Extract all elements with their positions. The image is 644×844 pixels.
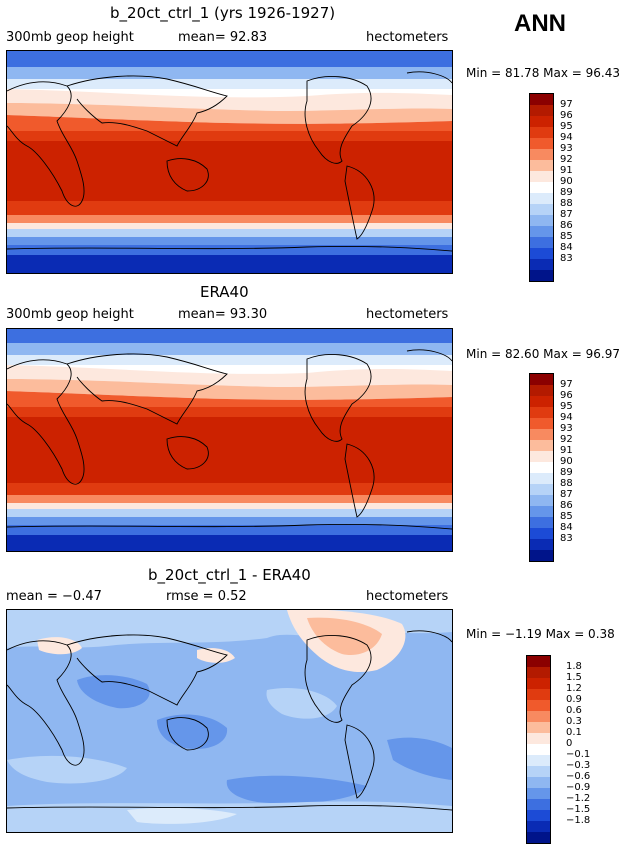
panel2-colorbar-label: 94 [560, 412, 573, 423]
panel1-variable-label: 300mb geop height [6, 30, 134, 45]
panel1-title: b_20ct_ctrl_1 (yrs 1926-1927) [110, 4, 336, 22]
panel3-colorbar-label: 0 [566, 738, 573, 749]
panel3-colorbar-label: −1.2 [566, 793, 591, 804]
panel3-title: b_20ct_ctrl_1 - ERA40 [148, 566, 311, 584]
panel2-title: ERA40 [200, 283, 249, 301]
panel1-colorbar-label: 92 [560, 154, 573, 165]
panel2-minmax: Min = 82.60 Max = 96.97 [466, 347, 620, 361]
panel3-colorbar-label: −0.9 [566, 782, 591, 793]
panel3-colorbar-label: 0.9 [566, 694, 582, 705]
panel2-map [6, 328, 453, 552]
panel2-mean-label: mean= 93.30 [178, 307, 268, 322]
panel3-minmax: Min = −1.19 Max = 0.38 [466, 627, 615, 641]
panel1-colorbar-label: 87 [560, 209, 573, 220]
panel3-colorbar-label: −0.1 [566, 749, 591, 760]
panel1-map-svg [7, 51, 452, 273]
panel1-colorbar-label: 84 [560, 242, 573, 253]
panel2-colorbar-label: 87 [560, 489, 573, 500]
panel1-colorbar-label: 85 [560, 231, 573, 242]
panel3-colorbar-label: 1.2 [566, 683, 582, 694]
panel1-colorbar-label: 83 [560, 253, 573, 264]
panel2-coastlines [7, 349, 452, 530]
panel3-colorbar-label: 0.3 [566, 716, 582, 727]
panel2-colorbar-label: 88 [560, 478, 573, 489]
panel3-colorbar-label: −0.6 [566, 771, 591, 782]
panel2-colorbar-label: 95 [560, 401, 573, 412]
panel3-colorbar-label: −0.3 [566, 760, 591, 771]
panel1-units-label: hectometers [366, 30, 449, 45]
panel2-variable-label: 300mb geop height [6, 307, 134, 322]
panel3-map [6, 609, 453, 833]
panel1-mean-label: mean= 92.83 [178, 30, 268, 45]
panel1-coastlines [7, 71, 452, 252]
panel1-minmax: Min = 81.78 Max = 96.43 [466, 66, 620, 80]
panel3-colorbar-label: 1.8 [566, 661, 582, 672]
panel1-colorbar-label: 91 [560, 165, 573, 176]
panel2-colorbar-label: 83 [560, 533, 573, 544]
panel2-map-svg [7, 329, 452, 551]
panel1-colorbar-label: 97 [560, 99, 573, 110]
panel3-colorbar-label: −1.8 [566, 815, 591, 826]
panel1-colorbar-label: 86 [560, 220, 573, 231]
panel3-rmse-label: rmse = 0.52 [166, 589, 247, 604]
panel1-colorbar-label: 89 [560, 187, 573, 198]
panel1-map [6, 50, 453, 274]
panel1-colorbar-label: 94 [560, 132, 573, 143]
panel3-colorbar-label: 1.5 [566, 672, 582, 683]
panel3-colorbar-label: −1.5 [566, 804, 591, 815]
panel2-colorbar-label: 89 [560, 467, 573, 478]
panel3-coastlines [7, 630, 452, 811]
panel3-mean-label: mean = −0.47 [6, 589, 102, 604]
panel1-colorbar-label: 88 [560, 198, 573, 209]
panel1-colorbar-label: 93 [560, 143, 573, 154]
panel1-colorbar-label: 95 [560, 121, 573, 132]
panel3-colorbar-label: 0.6 [566, 705, 582, 716]
panel2-colorbar-label: 92 [560, 434, 573, 445]
panel1-colorbar-label: 96 [560, 110, 573, 121]
panel2-colorbar-label: 96 [560, 390, 573, 401]
panel2-colorbar-label: 91 [560, 445, 573, 456]
panel3-units-label: hectometers [366, 589, 449, 604]
panel3-colorbar-label: 0.1 [566, 727, 582, 738]
panel2-colorbar-label: 86 [560, 500, 573, 511]
panel1-colorbar-label: 90 [560, 176, 573, 187]
panel2-colorbar-label: 93 [560, 423, 573, 434]
panel2-colorbar-label: 90 [560, 456, 573, 467]
panel3-map-svg [7, 610, 452, 832]
panel2-colorbar-label: 84 [560, 522, 573, 533]
panel2-colorbar-label: 85 [560, 511, 573, 522]
season-label: ANN [514, 10, 566, 37]
panel2-units-label: hectometers [366, 307, 449, 322]
panel3-colorbar [526, 655, 551, 844]
panel1-colorbar [529, 93, 554, 282]
panel2-colorbar [529, 373, 554, 562]
panel2-colorbar-label: 97 [560, 379, 573, 390]
